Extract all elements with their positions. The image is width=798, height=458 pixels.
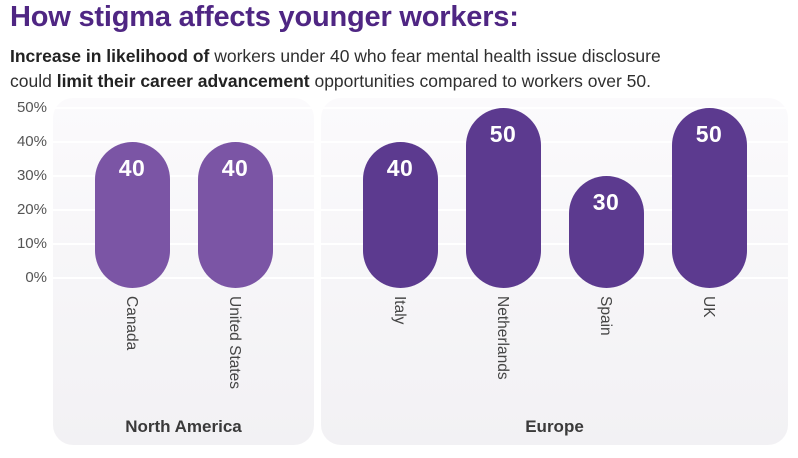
gridline bbox=[321, 209, 788, 211]
gridline bbox=[53, 107, 314, 109]
subtitle-line-1: Increase in likelihood of workers under … bbox=[10, 44, 661, 69]
bar-value-label: 40 bbox=[386, 155, 414, 181]
bar-value-label: 40 bbox=[118, 155, 146, 181]
bar-value-label: 40 bbox=[221, 155, 249, 181]
gridline bbox=[53, 175, 314, 177]
gridline bbox=[321, 141, 788, 143]
gridline bbox=[321, 277, 788, 279]
category-label-canada: Canada bbox=[123, 296, 140, 351]
group-label-europe: Europe bbox=[525, 417, 584, 436]
gridline bbox=[53, 209, 314, 211]
subtitle-line-2: could limit their career advancement opp… bbox=[10, 69, 661, 94]
gridline bbox=[53, 243, 314, 245]
page-title: How stigma affects younger workers: bbox=[10, 1, 519, 33]
bar-netherlands: 50 bbox=[465, 108, 541, 288]
gridline bbox=[321, 107, 788, 109]
y-axis-tick-label: 30% bbox=[16, 167, 47, 184]
bar-spain: 30 bbox=[568, 176, 644, 288]
bar-value-label: 30 bbox=[592, 189, 620, 215]
bar-value-label: 50 bbox=[695, 121, 723, 147]
y-axis-tick-label: 20% bbox=[16, 201, 47, 218]
y-axis-tick-label: 0% bbox=[25, 269, 47, 286]
bar-italy: 40 bbox=[362, 142, 438, 288]
bar-united-states: 40 bbox=[197, 142, 273, 288]
category-label-united-states: United States bbox=[226, 296, 243, 390]
gridline bbox=[53, 141, 314, 143]
bar-canada: 40 bbox=[94, 142, 170, 288]
category-label-netherlands: Netherlands bbox=[494, 296, 511, 380]
y-axis-tick-label: 40% bbox=[16, 133, 47, 150]
group-panel-north-america bbox=[53, 98, 314, 445]
group-label-north-america: North America bbox=[125, 417, 242, 436]
y-axis-tick-label: 10% bbox=[16, 235, 47, 252]
subtitle-bold-limit: limit their career advancement bbox=[56, 71, 310, 91]
bar-value-label: 50 bbox=[489, 121, 517, 147]
gridline bbox=[321, 175, 788, 177]
subtitle: Increase in likelihood of workers under … bbox=[10, 44, 661, 94]
bar-uk: 50 bbox=[671, 108, 747, 288]
gridline bbox=[53, 277, 314, 279]
category-label-uk: UK bbox=[700, 296, 717, 318]
gridline bbox=[321, 243, 788, 245]
subtitle-text-2: could bbox=[10, 71, 57, 91]
category-label-spain: Spain bbox=[597, 296, 614, 336]
y-axis-tick-label: 50% bbox=[16, 99, 47, 116]
category-label-italy: Italy bbox=[391, 296, 408, 325]
subtitle-text-3: opportunities compared to workers over 5… bbox=[309, 71, 652, 91]
subtitle-text-1: workers under 40 who fear mental health … bbox=[209, 46, 661, 66]
subtitle-bold-increase: Increase in likelihood of bbox=[10, 46, 210, 66]
